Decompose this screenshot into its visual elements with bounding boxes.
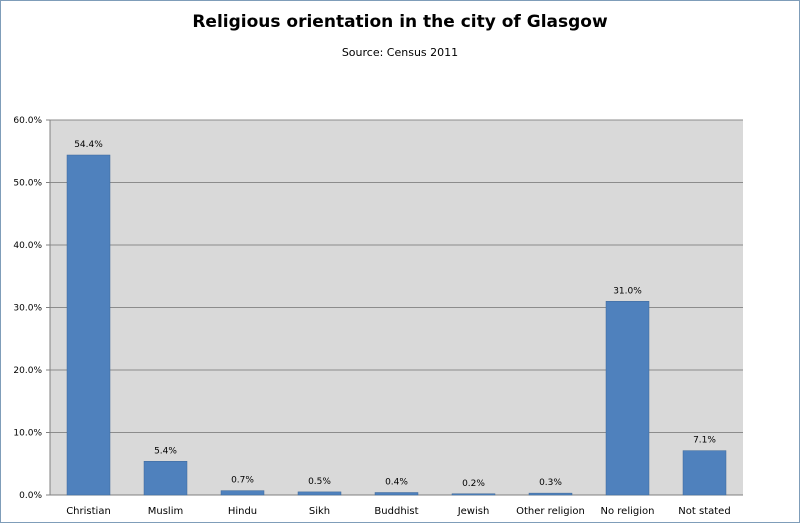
x-tick-label: Buddhist <box>374 506 418 517</box>
data-label: 5.4% <box>154 446 177 456</box>
bar-jewish <box>451 493 496 496</box>
data-label: 0.3% <box>539 478 562 488</box>
data-label: 0.2% <box>462 479 485 489</box>
x-tick-label: Sikh <box>309 506 330 517</box>
y-tick-label: 20.0% <box>13 366 42 376</box>
y-tick-label: 60.0% <box>13 116 42 126</box>
y-tick-label: 10.0% <box>13 429 42 439</box>
x-tick-label: Jewish <box>457 506 490 517</box>
x-tick-label: Hindu <box>228 506 257 517</box>
bar-other-religion <box>528 492 573 496</box>
x-tick-label: Other religion <box>516 506 585 517</box>
bar-hindu <box>220 490 265 496</box>
bar-muslim <box>143 461 188 496</box>
chart-title: Religious orientation in the city of Gla… <box>192 12 608 32</box>
y-tick-label: 30.0% <box>13 304 42 314</box>
bar-buddhist <box>374 492 419 496</box>
bar-christian <box>66 154 111 496</box>
bar-not-stated <box>682 450 727 496</box>
chart-subtitle: Source: Census 2011 <box>341 46 459 59</box>
data-label: 0.4% <box>385 478 408 488</box>
x-tick-label: Christian <box>66 506 111 517</box>
y-tick-label: 40.0% <box>13 241 42 251</box>
data-label: 0.7% <box>231 476 254 486</box>
data-label: 7.1% <box>693 436 716 446</box>
x-tick-label: Muslim <box>148 506 183 517</box>
y-tick-label: 50.0% <box>13 179 42 189</box>
data-label: 0.5% <box>308 477 331 487</box>
data-label: 31.0% <box>613 286 642 296</box>
x-tick-label: Not stated <box>678 506 730 517</box>
bar-sikh <box>297 491 342 496</box>
y-tick-label: 0.0% <box>19 491 42 501</box>
data-label: 54.4% <box>74 140 103 150</box>
x-tick-label: No religion <box>601 506 655 517</box>
bar-no-religion <box>605 301 650 496</box>
